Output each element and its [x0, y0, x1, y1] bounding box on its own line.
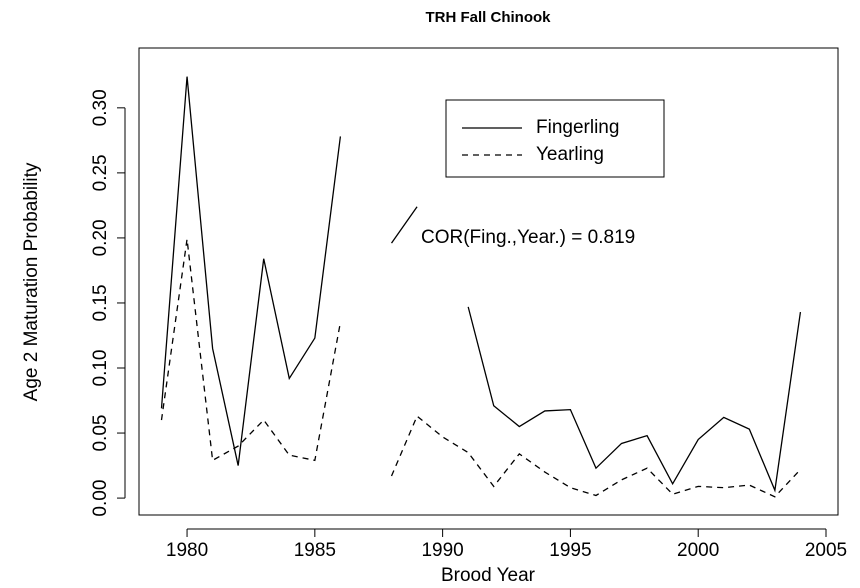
plot-frame — [138, 47, 839, 516]
annotation: COR(Fing.,Year.) = 0.819 — [421, 227, 635, 248]
legend-label: Yearling — [536, 144, 604, 165]
y-tick-label: 0.15 — [90, 284, 111, 321]
x-tick-label: 1990 — [421, 540, 463, 561]
x-tick-label: 2000 — [677, 540, 719, 561]
series-line — [160, 239, 801, 498]
x-tick-label: 1995 — [549, 540, 591, 561]
y-tick-label: 0.05 — [90, 415, 111, 452]
legend-box — [445, 99, 665, 178]
x-tick-label: 1980 — [166, 540, 208, 561]
y-axis-label: Age 2 Maturation Probability — [21, 162, 42, 401]
x-axis-label: Brood Year — [441, 565, 536, 586]
y-tick-label: 0.20 — [90, 219, 111, 256]
x-tick-label: 1985 — [294, 540, 336, 561]
y-tick-label: 0.00 — [90, 480, 111, 517]
legend-label: Fingerling — [536, 117, 619, 138]
series-line — [160, 76, 802, 493]
y-tick-label: 0.10 — [90, 350, 111, 387]
chart-title: TRH Fall Chinook — [426, 9, 552, 26]
y-tick-label: 0.30 — [90, 89, 111, 126]
x-tick-label: 2005 — [805, 540, 847, 561]
y-tick-label: 0.25 — [90, 154, 111, 191]
